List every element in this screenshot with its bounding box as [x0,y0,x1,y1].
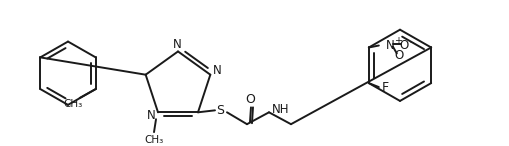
Text: O: O [244,93,254,106]
Text: CH₃: CH₃ [63,99,82,109]
Text: F: F [381,81,388,94]
Text: N: N [172,38,181,51]
Text: N: N [213,64,221,77]
Text: N: N [147,109,155,122]
Text: CH₃: CH₃ [144,135,163,145]
Text: -: - [409,38,413,48]
Text: S: S [215,104,223,117]
Text: N: N [385,39,393,52]
Text: NH: NH [272,103,289,116]
Text: O: O [393,49,403,62]
Text: +: + [393,36,401,46]
Text: O: O [399,39,408,52]
